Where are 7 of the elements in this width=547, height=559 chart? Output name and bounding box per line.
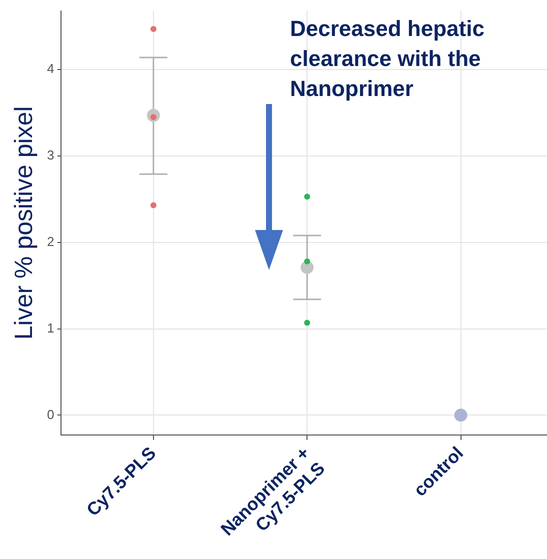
y-tick-label: 0 [46,406,54,422]
y-tick-label: 3 [46,148,54,163]
y-tick-label: 2 [46,234,54,249]
y-tick-label: 1 [46,320,54,336]
annotation: Decreased hepatic clearance with the Nanoprimer [290,15,486,103]
y-axis-title: Liver % positive pixel [10,106,38,340]
y-tick-label: 4 [46,61,54,76]
